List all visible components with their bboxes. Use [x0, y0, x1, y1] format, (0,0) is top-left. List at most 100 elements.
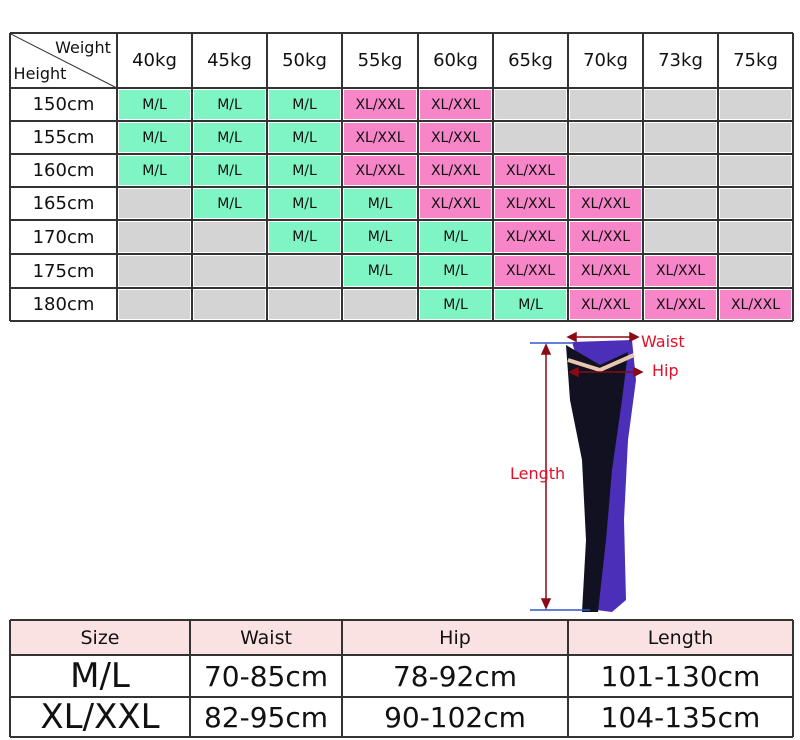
empty-cell [194, 222, 265, 252]
measure-header: Waist [190, 620, 342, 655]
table-border [10, 219, 793, 221]
table-border [10, 186, 793, 188]
size-cell: XL/XXL [420, 189, 491, 218]
size-cell: XL/XXL [495, 189, 566, 218]
table-border [191, 33, 193, 321]
table-border [417, 33, 419, 321]
table-border [341, 33, 343, 321]
empty-cell [495, 123, 566, 152]
size-cell: XL/XXL [570, 189, 641, 218]
empty-cell [645, 123, 716, 152]
size-cell: XL/XXL [495, 222, 566, 252]
empty-cell [720, 90, 791, 119]
size-cell: M/L [269, 189, 340, 218]
table-border [717, 33, 719, 321]
hip-label: Hip [652, 361, 679, 380]
empty-cell [570, 90, 641, 119]
table-border [10, 696, 793, 698]
waist-label: Waist [641, 332, 685, 351]
weight-header: 65kg [508, 50, 553, 71]
measure-value: 82-95cm [203, 700, 329, 734]
table-border [10, 120, 793, 122]
empty-cell [119, 189, 190, 218]
weight-header: 73kg [658, 50, 703, 71]
empty-cell [570, 123, 641, 152]
empty-cell [570, 156, 641, 185]
size-cell: M/L [119, 156, 190, 185]
length-label: Length [510, 464, 565, 483]
size-cell: M/L [119, 90, 190, 119]
height-header: 180cm [32, 294, 95, 315]
table-border [792, 33, 794, 321]
empty-cell [720, 123, 791, 152]
size-cell: XL/XXL [570, 256, 641, 286]
size-cell: XL/XXL [420, 90, 491, 119]
empty-cell [119, 290, 190, 319]
table-border [10, 32, 793, 34]
size-cell: M/L [344, 222, 416, 252]
table-border [189, 620, 191, 737]
empty-cell [269, 290, 340, 319]
table-border [10, 736, 793, 738]
empty-cell [720, 156, 791, 185]
size-cell: XL/XXL [570, 222, 641, 252]
empty-cell [720, 256, 791, 286]
size-cell: M/L [269, 222, 340, 252]
skin [567, 353, 635, 373]
size-cell: XL/XXL [420, 123, 491, 152]
empty-cell [720, 222, 791, 252]
table-border [492, 33, 494, 321]
size-cell: XL/XXL [344, 123, 416, 152]
weight-header: 75kg [733, 50, 778, 71]
table-border [10, 320, 793, 322]
empty-cell [495, 90, 566, 119]
measure-value: 101-130cm [600, 659, 761, 693]
size-cell: M/L [269, 123, 340, 152]
size-cell: XL/XXL [645, 290, 716, 319]
height-header: 160cm [32, 160, 95, 181]
measure-value: 104-135cm [600, 700, 761, 734]
size-cell: XL/XXL [495, 156, 566, 185]
table-border [642, 33, 644, 321]
size-cell: XL/XXL [570, 290, 641, 319]
table-border [567, 33, 569, 321]
weight-header: 40kg [132, 50, 177, 71]
size-cell: XL/XXL [495, 256, 566, 286]
measure-header: Size [10, 620, 190, 655]
table-border [10, 253, 793, 255]
size-cell: M/L [420, 290, 491, 319]
empty-cell [194, 290, 265, 319]
weight-header: 70kg [583, 50, 628, 71]
size-cell: M/L [194, 156, 265, 185]
table-border [567, 620, 569, 737]
height-header: 150cm [32, 94, 95, 115]
table-border [10, 619, 793, 621]
height-header: 155cm [32, 127, 95, 148]
size-name: M/L [70, 656, 130, 696]
leg-black [566, 345, 628, 612]
weight-header: 55kg [357, 50, 403, 71]
empty-cell [720, 189, 791, 218]
size-cell: M/L [194, 90, 265, 119]
size-cell: M/L [269, 156, 340, 185]
height-header: 175cm [32, 260, 95, 282]
measure-value: 90-102cm [384, 700, 526, 734]
size-cell: XL/XXL [344, 90, 416, 119]
size-cell: M/L [495, 290, 566, 319]
size-cell: M/L [344, 189, 416, 218]
empty-cell [645, 156, 716, 185]
size-cell: M/L [119, 123, 190, 152]
table-border [10, 654, 793, 656]
table-border [266, 33, 268, 321]
table-border [792, 620, 794, 737]
empty-cell [119, 256, 190, 286]
table-border [9, 33, 11, 321]
table-border [10, 153, 793, 155]
measure-value: 70-85cm [203, 659, 329, 693]
size-cell: M/L [420, 222, 491, 252]
measure-header: Length [568, 620, 793, 655]
table-border [341, 620, 343, 737]
empty-cell [344, 290, 416, 319]
height-header: 170cm [32, 226, 95, 248]
